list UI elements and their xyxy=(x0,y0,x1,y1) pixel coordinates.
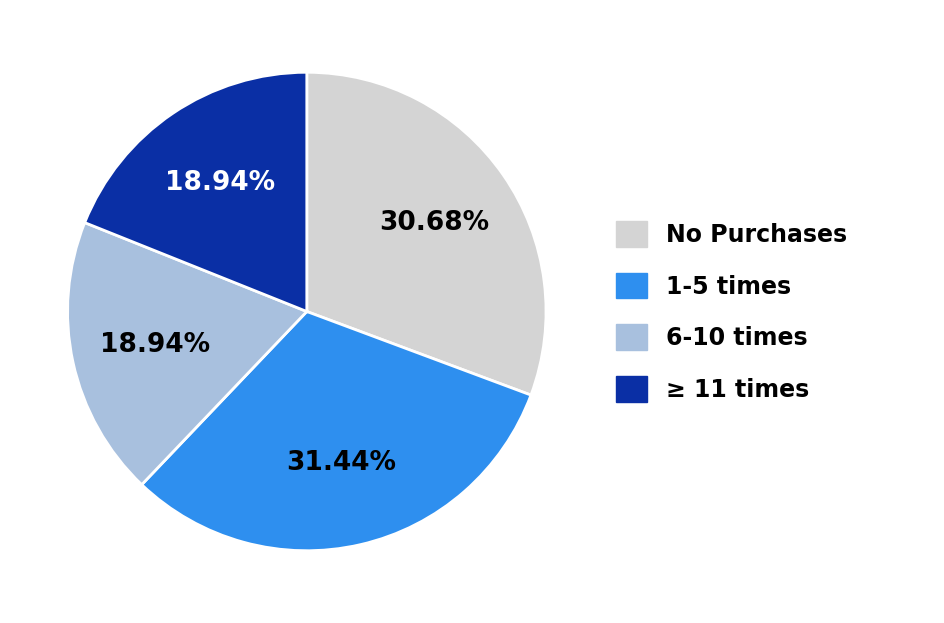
Wedge shape xyxy=(142,312,531,551)
Text: 30.68%: 30.68% xyxy=(379,210,490,236)
Wedge shape xyxy=(307,72,546,395)
Text: 18.94%: 18.94% xyxy=(164,169,275,196)
Legend: No Purchases, 1-5 times, 6-10 times, ≥ 11 times: No Purchases, 1-5 times, 6-10 times, ≥ 1… xyxy=(607,212,856,411)
Wedge shape xyxy=(68,222,307,485)
Text: 18.94%: 18.94% xyxy=(100,331,210,358)
Text: 31.44%: 31.44% xyxy=(287,450,396,476)
Wedge shape xyxy=(85,72,307,312)
